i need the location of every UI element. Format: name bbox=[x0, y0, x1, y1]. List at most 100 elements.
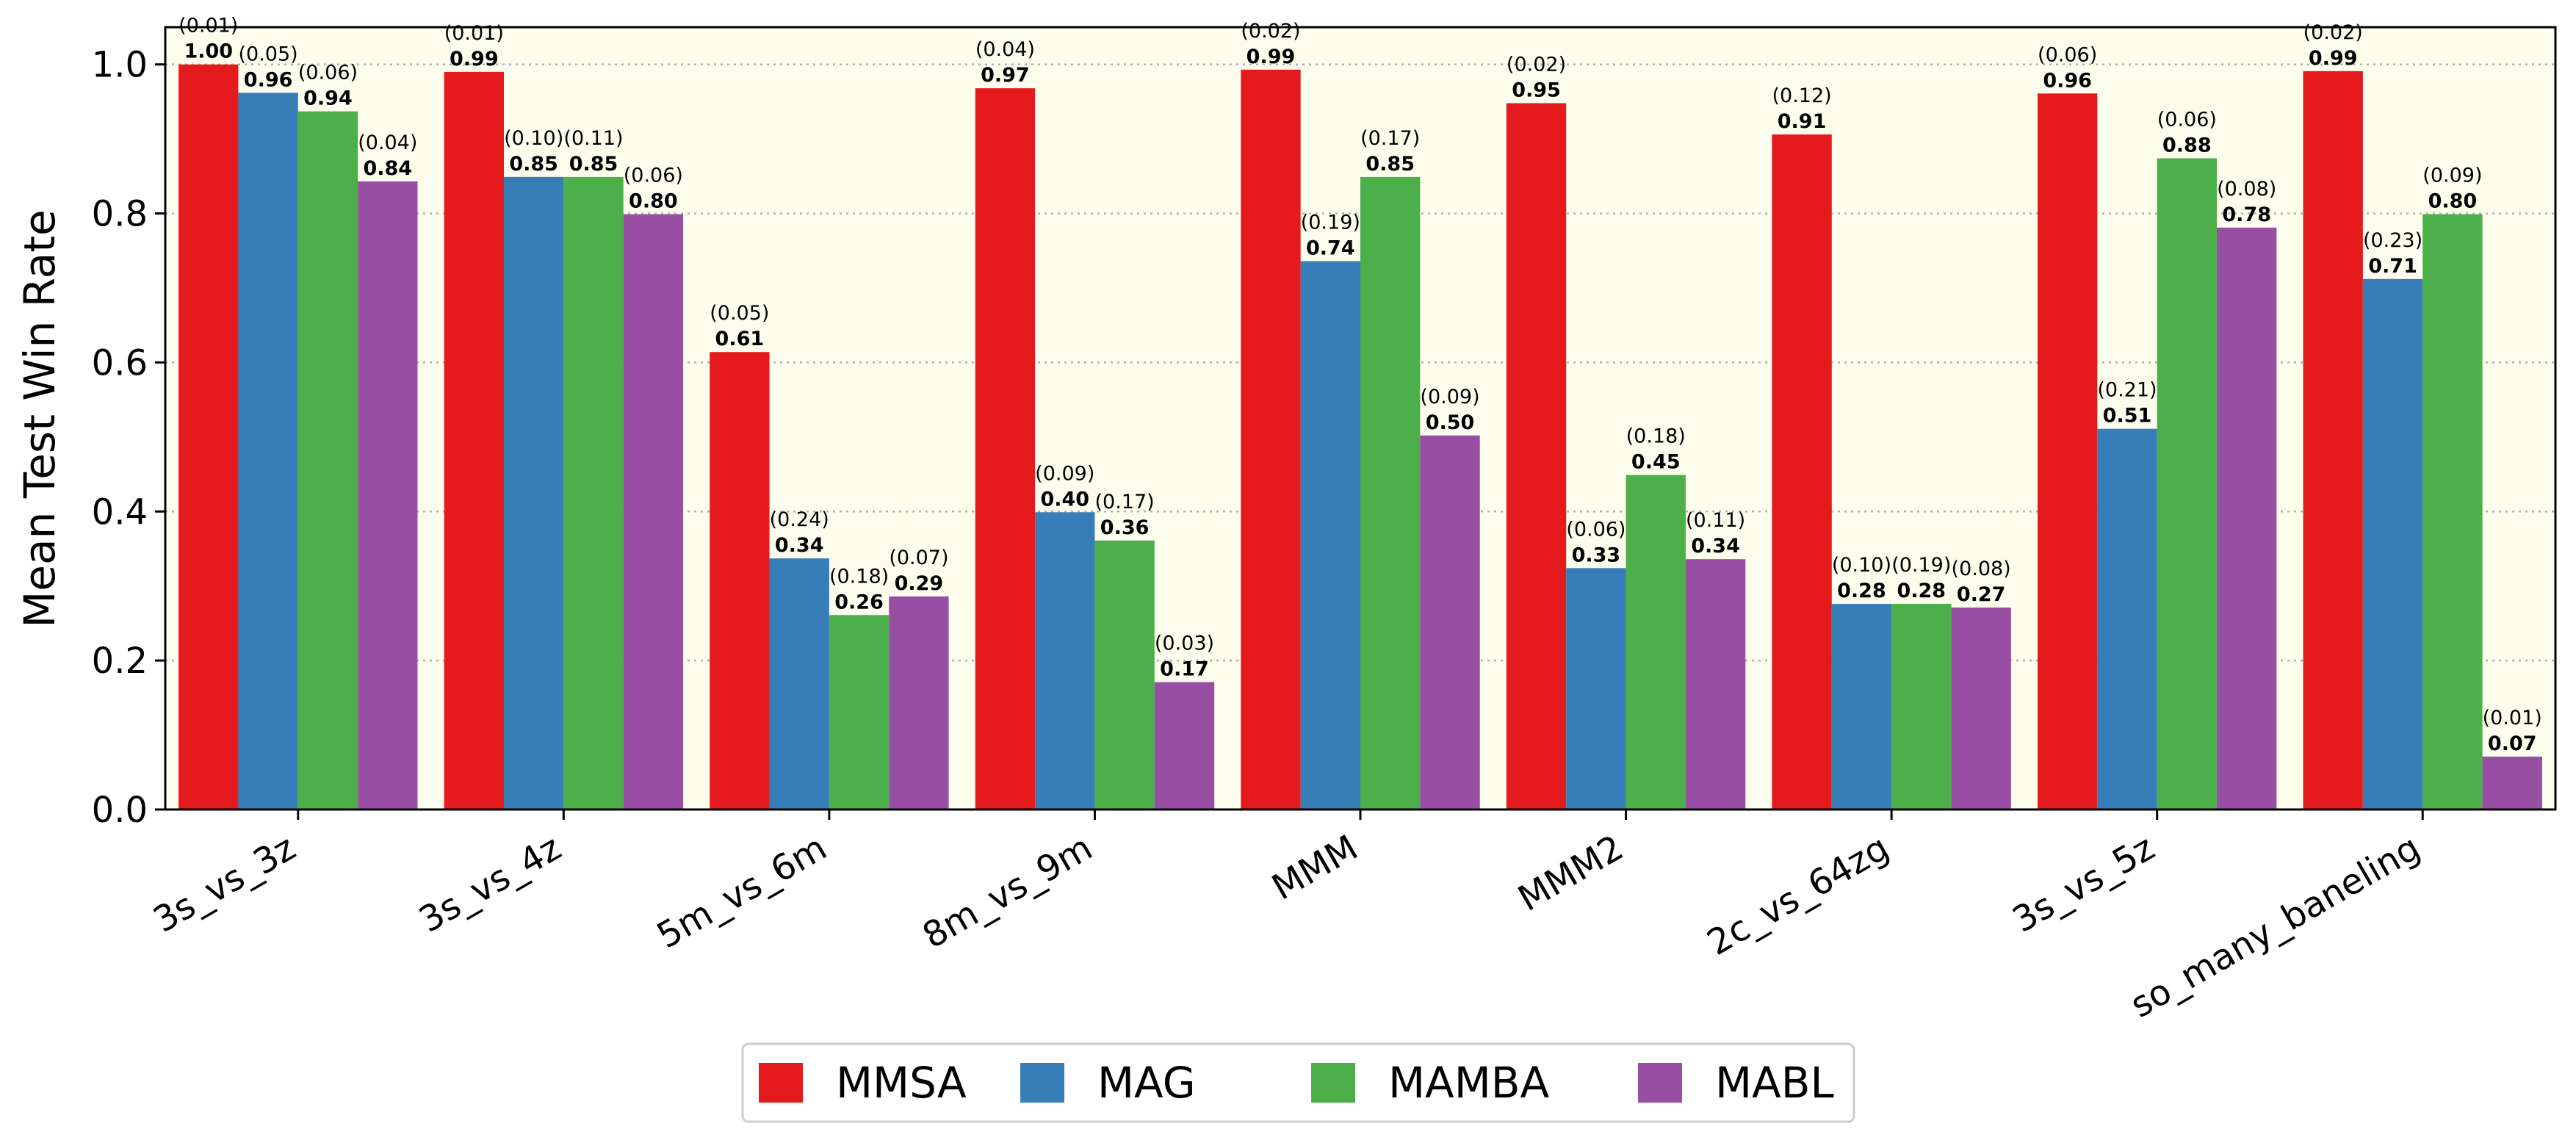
bar-error-label: (0.18) bbox=[1626, 425, 1686, 448]
bar-mag-so_many_baneling bbox=[2362, 278, 2423, 810]
bar-mabl-MMM bbox=[1420, 435, 1480, 810]
bar-error-label: (0.10) bbox=[1832, 554, 1891, 577]
bar-error-label: (0.01) bbox=[178, 15, 238, 37]
bar-mag-2c_vs_64zg bbox=[1831, 604, 1892, 810]
legend-swatch-mag bbox=[1020, 1063, 1064, 1103]
x-tick-label: 8m_vs_9m bbox=[916, 827, 1100, 957]
legend-swatch-mmsa bbox=[759, 1063, 803, 1103]
bar-mamba-2c_vs_64zg bbox=[1891, 604, 1952, 810]
bar-error-label: (0.24) bbox=[770, 508, 829, 531]
bar-mabl-so_many_baneling bbox=[2482, 756, 2542, 810]
bar-value-label: 0.40 bbox=[1040, 488, 1089, 511]
x-tick-label: 5m_vs_6m bbox=[650, 827, 834, 957]
bar-value-label: 0.17 bbox=[1160, 658, 1209, 681]
x-tick-label: 2c_vs_64zg bbox=[1700, 827, 1896, 964]
bar-mag-8m_vs_9m bbox=[1035, 512, 1095, 810]
bar-error-label: (0.06) bbox=[1566, 518, 1626, 541]
bar-value-label: 0.36 bbox=[1100, 516, 1150, 539]
bar-value-label: 0.34 bbox=[775, 534, 824, 557]
bar-error-label: (0.04) bbox=[975, 38, 1035, 61]
x-tick-label: MMM bbox=[1265, 827, 1365, 909]
bar-mabl-MMM2 bbox=[1685, 559, 1746, 810]
bar-value-label: 0.85 bbox=[509, 153, 558, 176]
y-axis: 0.0 0.2 0.4 0.6 0.8 1.0 bbox=[92, 45, 165, 831]
bar-error-label: (0.07) bbox=[889, 547, 948, 569]
bars-layer bbox=[178, 64, 2542, 810]
bar-error-label: (0.11) bbox=[1686, 509, 1745, 532]
bar-value-label: 0.45 bbox=[1631, 451, 1681, 474]
legend: MMSA MAG MAMBA MABL bbox=[741, 1042, 1855, 1123]
bar-value-label: 0.50 bbox=[1426, 411, 1475, 434]
bar-mabl-3s_vs_4z bbox=[623, 214, 684, 810]
bar-error-label: (0.02) bbox=[2303, 21, 2363, 44]
bar-error-label: (0.09) bbox=[2422, 165, 2482, 187]
bar-value-label: 0.99 bbox=[1246, 46, 1296, 68]
bar-mmsa-3s_vs_4z bbox=[444, 71, 504, 810]
bar-value-label: 0.61 bbox=[715, 328, 765, 350]
bar-error-label: (0.21) bbox=[2097, 379, 2157, 402]
bar-value-label: 0.94 bbox=[303, 87, 353, 110]
bar-error-label: (0.19) bbox=[1301, 211, 1360, 234]
bar-error-label: (0.08) bbox=[2217, 178, 2276, 201]
bar-value-label: 0.85 bbox=[1365, 153, 1415, 176]
bar-error-label: (0.02) bbox=[1241, 20, 1300, 43]
x-tick-label: so_many_baneling bbox=[2124, 827, 2427, 1026]
bar-value-label: 0.80 bbox=[629, 190, 678, 213]
bar-mag-MMM bbox=[1300, 261, 1360, 810]
legend-label-mag: MAG bbox=[1097, 1058, 1196, 1108]
bar-value-label: 0.27 bbox=[1957, 583, 2006, 606]
bar-mmsa-3s_vs_3z bbox=[178, 64, 239, 810]
bar-value-label: 0.85 bbox=[569, 153, 618, 176]
bar-mabl-8m_vs_9m bbox=[1154, 682, 1215, 810]
bar-error-label: (0.06) bbox=[2157, 109, 2217, 131]
bar-value-label: 0.80 bbox=[2428, 190, 2478, 213]
bar-error-label: (0.23) bbox=[2363, 229, 2422, 252]
bar-value-label: 0.96 bbox=[244, 68, 293, 91]
bar-value-label: 0.97 bbox=[981, 64, 1030, 87]
x-tick-label: 3s_vs_3z bbox=[147, 827, 303, 941]
bar-mamba-8m_vs_9m bbox=[1094, 540, 1155, 810]
bar-error-label: (0.04) bbox=[358, 131, 417, 154]
y-tick-label: 0.4 bbox=[92, 491, 148, 533]
bar-mmsa-MMM2 bbox=[1506, 103, 1567, 810]
bar-mamba-3s_vs_3z bbox=[297, 111, 358, 810]
bar-error-label: (0.03) bbox=[1155, 632, 1214, 655]
bar-value-label: 0.74 bbox=[1306, 237, 1355, 259]
legend-swatch-mamba bbox=[1311, 1063, 1355, 1103]
bar-error-label: (0.08) bbox=[1952, 558, 2011, 580]
bar-value-label: 1.00 bbox=[184, 40, 233, 63]
bar-mmsa-8m_vs_9m bbox=[975, 88, 1036, 810]
y-axis-title: Mean Test Win Rate bbox=[15, 209, 65, 628]
legend-label-mamba: MAMBA bbox=[1388, 1058, 1550, 1108]
bar-error-label: (0.02) bbox=[1507, 53, 1566, 76]
bar-error-label: (0.06) bbox=[624, 165, 683, 187]
x-tick-label: MMM2 bbox=[1512, 827, 1631, 920]
bar-mamba-5m_vs_6m bbox=[829, 615, 890, 810]
y-tick-label: 0.8 bbox=[92, 194, 148, 235]
bar-value-label: 0.71 bbox=[2368, 255, 2417, 278]
legend-label-mmsa: MMSA bbox=[836, 1058, 967, 1108]
bar-mag-3s_vs_3z bbox=[238, 93, 298, 810]
bar-value-label: 0.91 bbox=[1778, 110, 1827, 133]
bar-error-label: (0.17) bbox=[1095, 491, 1155, 513]
bar-mmsa-5m_vs_6m bbox=[710, 352, 770, 810]
y-tick-label: 0.2 bbox=[92, 641, 148, 682]
bar-value-label: 0.34 bbox=[1691, 535, 1740, 558]
bar-value-label: 0.29 bbox=[895, 572, 944, 595]
bar-error-label: (0.19) bbox=[1891, 554, 1951, 577]
bar-value-label: 0.99 bbox=[450, 48, 499, 71]
bar-value-label: 0.28 bbox=[1897, 580, 1946, 602]
bar-value-label: 0.88 bbox=[2162, 134, 2212, 157]
bar-mmsa-3s_vs_5z bbox=[2037, 93, 2098, 810]
bar-value-label: 0.33 bbox=[1572, 544, 1621, 566]
bar-error-label: (0.06) bbox=[2038, 43, 2097, 66]
y-tick-label: 0.0 bbox=[92, 790, 148, 831]
bar-labels-layer: 1.00(0.01)0.96(0.05)0.94(0.06)0.84(0.04)… bbox=[178, 15, 2542, 755]
bar-mmsa-so_many_baneling bbox=[2303, 71, 2363, 810]
x-axis: 3s_vs_3z 3s_vs_4z 5m_vs_6m 8m_vs_9m MMM MMM2 2… bbox=[147, 810, 2427, 1026]
bar-mamba-so_many_baneling bbox=[2422, 214, 2483, 810]
bar-mamba-3s_vs_4z bbox=[563, 176, 624, 810]
bar-value-label: 0.95 bbox=[1512, 79, 1561, 101]
bar-mabl-2c_vs_64zg bbox=[1951, 607, 2011, 810]
bar-error-label: (0.09) bbox=[1420, 386, 1479, 408]
